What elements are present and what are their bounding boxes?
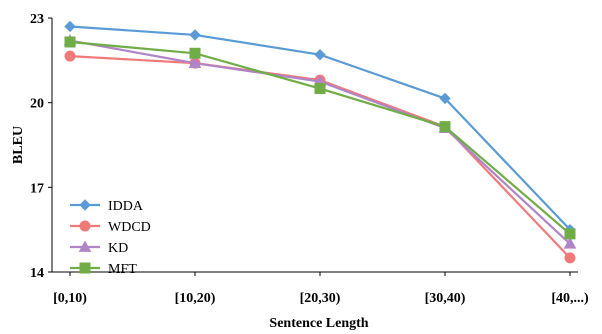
data-point: [314, 83, 326, 95]
legend-marker: [79, 199, 91, 211]
series-layer: [63, 20, 577, 264]
x-tick-label: [10,20): [175, 291, 216, 306]
x-axis-title: Sentence Length: [269, 316, 368, 331]
data-point: [189, 47, 201, 59]
data-point: [314, 48, 326, 61]
legend-item: IDDA: [70, 199, 144, 214]
y-tick-label: 17: [30, 181, 44, 196]
data-point: [439, 92, 451, 105]
data-point: [564, 228, 576, 240]
series-line: [69, 40, 571, 235]
y-tick-labels: 14 17 20 23: [30, 12, 52, 281]
y-tick-label: 14: [30, 266, 44, 281]
data-point: [563, 237, 577, 249]
x-tick-labels: [0,10) [10,20) [20,30) [30,40) [40,...): [53, 272, 589, 306]
legend-marker: [78, 240, 92, 252]
legend-item: WDCD: [70, 220, 151, 235]
legend-label: KD: [108, 241, 128, 256]
x-tick-label: [40,...): [551, 291, 589, 306]
data-point: [64, 36, 76, 48]
x-tick-label: [20,30): [300, 291, 341, 306]
legend: IDDA WDCD KD MFT: [70, 199, 151, 277]
y-axis-title: BLEU: [11, 126, 26, 164]
data-point: [64, 20, 76, 33]
x-tick-label: [30,40): [425, 291, 466, 306]
legend-label: IDDA: [108, 199, 144, 214]
data-point: [189, 29, 201, 41]
y-tick-label: 23: [30, 12, 44, 27]
x-tick-label: [0,10): [53, 291, 87, 306]
legend-label: WDCD: [108, 220, 151, 235]
data-point: [64, 50, 76, 62]
series-line: [69, 39, 571, 245]
data-point: [439, 121, 451, 133]
legend-item: MFT: [70, 262, 137, 277]
data-point: [564, 252, 576, 264]
axes: [51, 18, 578, 273]
y-tick-label: 20: [30, 97, 44, 112]
data-point: [188, 56, 202, 69]
series-kd: [63, 34, 577, 249]
legend-label: MFT: [108, 262, 137, 277]
legend-marker: [79, 220, 91, 232]
legend-item: KD: [70, 240, 128, 256]
legend-marker: [79, 262, 91, 274]
series-mft: [64, 36, 576, 240]
